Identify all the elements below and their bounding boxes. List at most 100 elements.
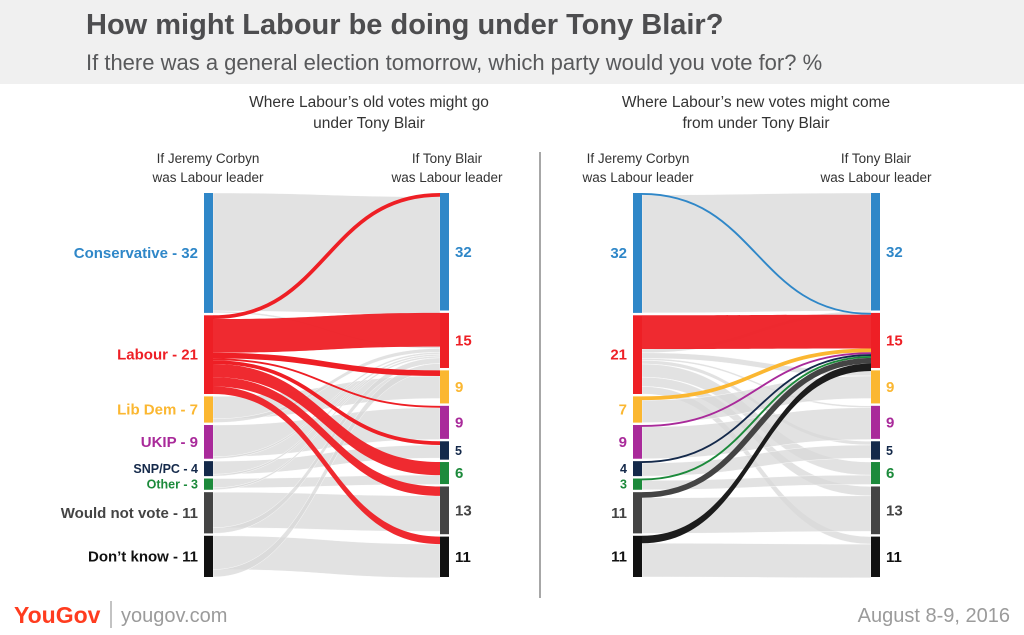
highlight-flow-labour-to-other <box>213 364 440 476</box>
right-bar-ukip <box>871 405 880 439</box>
right-bar-conservative <box>871 193 880 311</box>
highlight-flow-labour-to-lib-dem <box>212 352 441 377</box>
right-bar-labour <box>871 312 880 368</box>
highlight-flow-labour-to-don-t-know <box>213 386 440 545</box>
left-label-other: Other - 3 <box>147 478 198 492</box>
left-bar-would-not-vote <box>633 492 642 534</box>
right-label-other: 6 <box>455 465 463 482</box>
right-bar-other <box>440 462 449 485</box>
footer-date: August 8-9, 2016 <box>858 605 1010 627</box>
right-label-ukip: 9 <box>886 414 894 431</box>
left-label-don-t-know: 11 <box>611 548 627 565</box>
right-column-header-line-2: was Labour leader <box>819 170 932 185</box>
left-label-ukip: UKIP - 9 <box>141 434 198 451</box>
right-column-header-line-1: If Tony Blair <box>841 151 912 166</box>
panel-title-line-1: Where Labour’s new votes might come <box>622 94 890 111</box>
right-label-ukip: 9 <box>455 414 463 431</box>
left-label-conservative: 32 <box>610 245 627 262</box>
left-bar-snp-pc <box>204 461 213 477</box>
left-column-header-line-1: If Jeremy Corbyn <box>157 151 260 166</box>
footer-site: yougov.com <box>121 605 227 627</box>
left-column-header-line-2: was Labour leader <box>151 170 264 185</box>
left-label-labour: Labour - 21 <box>117 347 198 364</box>
left-bar-ukip <box>633 425 642 459</box>
page-title: How might Labour be doing under Tony Bla… <box>86 9 723 41</box>
left-label-ukip: 9 <box>619 434 627 451</box>
left-bar-lib-dem <box>633 396 642 423</box>
panel-new-votes: Where Labour’s new votes might come from … <box>581 94 932 579</box>
left-bar-conservative <box>204 193 213 313</box>
nodes: 32 21 7 9 4 3 11 11 32 15 9 9 5 6 13 11 <box>610 193 903 577</box>
left-label-would-not-vote: 11 <box>611 505 627 522</box>
right-bar-snp-pc <box>440 441 449 460</box>
flow-don-t-know-to-don-t-know <box>212 535 441 579</box>
right-label-don-t-know: 11 <box>886 549 902 566</box>
flow-would-not-vote-to-would-not-vote <box>641 495 872 534</box>
right-label-labour: 15 <box>886 332 903 349</box>
highlight-flow-would-not-vote-to-labour <box>641 357 872 498</box>
highlight-flow-labour-to-ukip <box>212 358 441 408</box>
left-bar-other <box>633 478 642 490</box>
right-column-header-line-2: was Labour leader <box>390 170 503 185</box>
left-label-lib-dem: 7 <box>619 402 627 419</box>
right-bar-conservative <box>440 193 449 311</box>
flows <box>212 192 441 579</box>
right-label-lib-dem: 9 <box>455 379 463 396</box>
flow-ukip-to-ukip <box>641 407 872 459</box>
right-bar-don-t-know <box>871 536 880 577</box>
highlight-flow-labour-to-would-not-vote <box>213 377 440 496</box>
left-bar-lib-dem <box>204 396 213 423</box>
right-label-snp-pc: 5 <box>886 444 893 458</box>
page-subtitle: If there was a general election tomorrow… <box>86 50 822 75</box>
highlight-flow-labour-to-conservative <box>212 192 441 320</box>
logo-text: YouGov <box>14 602 101 628</box>
left-label-snp-pc: 4 <box>620 462 627 476</box>
highlight-flow-conservative-to-labour <box>641 193 872 315</box>
highlight-flow-lib-dem-to-labour <box>641 348 872 401</box>
right-bar-would-not-vote <box>440 486 449 535</box>
right-bar-ukip <box>440 405 449 439</box>
left-label-lib-dem: Lib Dem - 7 <box>117 402 198 419</box>
left-label-don-t-know: Don’t know - 11 <box>88 548 198 565</box>
flow-other-to-other <box>641 474 872 490</box>
right-bar-don-t-know <box>440 536 449 577</box>
right-label-would-not-vote: 13 <box>886 502 903 519</box>
header-band <box>0 0 1024 84</box>
flow-don-t-know-to-don-t-know <box>641 543 872 579</box>
right-label-conservative: 32 <box>886 244 903 261</box>
panel-title-line-2: under Tony Blair <box>313 115 425 132</box>
nodes: Conservative - 32 Labour - 21 Lib Dem - 7 U… <box>61 193 472 577</box>
left-column-header-line-2: was Labour leader <box>581 170 694 185</box>
highlight-flow-ukip-to-labour <box>641 352 872 427</box>
right-bar-other <box>871 462 880 485</box>
left-bar-other <box>204 478 213 490</box>
right-label-conservative: 32 <box>455 244 472 261</box>
left-bar-conservative <box>633 193 642 313</box>
highlight-flow-labour-to-snp-pc <box>212 360 441 446</box>
panel-title-line-2: from under Tony Blair <box>682 115 829 132</box>
highlight-flow-snp-pc-to-labour <box>641 354 872 464</box>
left-bar-would-not-vote <box>204 492 213 534</box>
highlight-flow-other-to-labour <box>641 355 872 481</box>
right-label-other: 6 <box>886 465 894 482</box>
highlight-flow-labour-to-labour <box>213 312 440 353</box>
right-bar-lib-dem <box>440 370 449 404</box>
left-bar-labour <box>633 315 642 394</box>
right-bar-lib-dem <box>871 370 880 404</box>
left-bar-labour <box>204 315 213 394</box>
left-label-labour: 21 <box>610 347 627 364</box>
left-bar-ukip <box>204 425 213 459</box>
right-label-would-not-vote: 13 <box>455 502 472 519</box>
left-label-snp-pc: SNP/PC - 4 <box>133 462 198 476</box>
right-bar-snp-pc <box>871 441 880 460</box>
left-label-would-not-vote: Would not vote - 11 <box>61 505 198 522</box>
yougov-logo: YouGov <box>14 602 101 628</box>
right-bar-would-not-vote <box>871 486 880 535</box>
right-label-snp-pc: 5 <box>455 444 462 458</box>
left-label-other: 3 <box>620 478 627 492</box>
highlight-flow-labour-to-labour <box>642 314 871 350</box>
left-bar-don-t-know <box>204 535 213 577</box>
left-bar-don-t-know <box>633 535 642 577</box>
